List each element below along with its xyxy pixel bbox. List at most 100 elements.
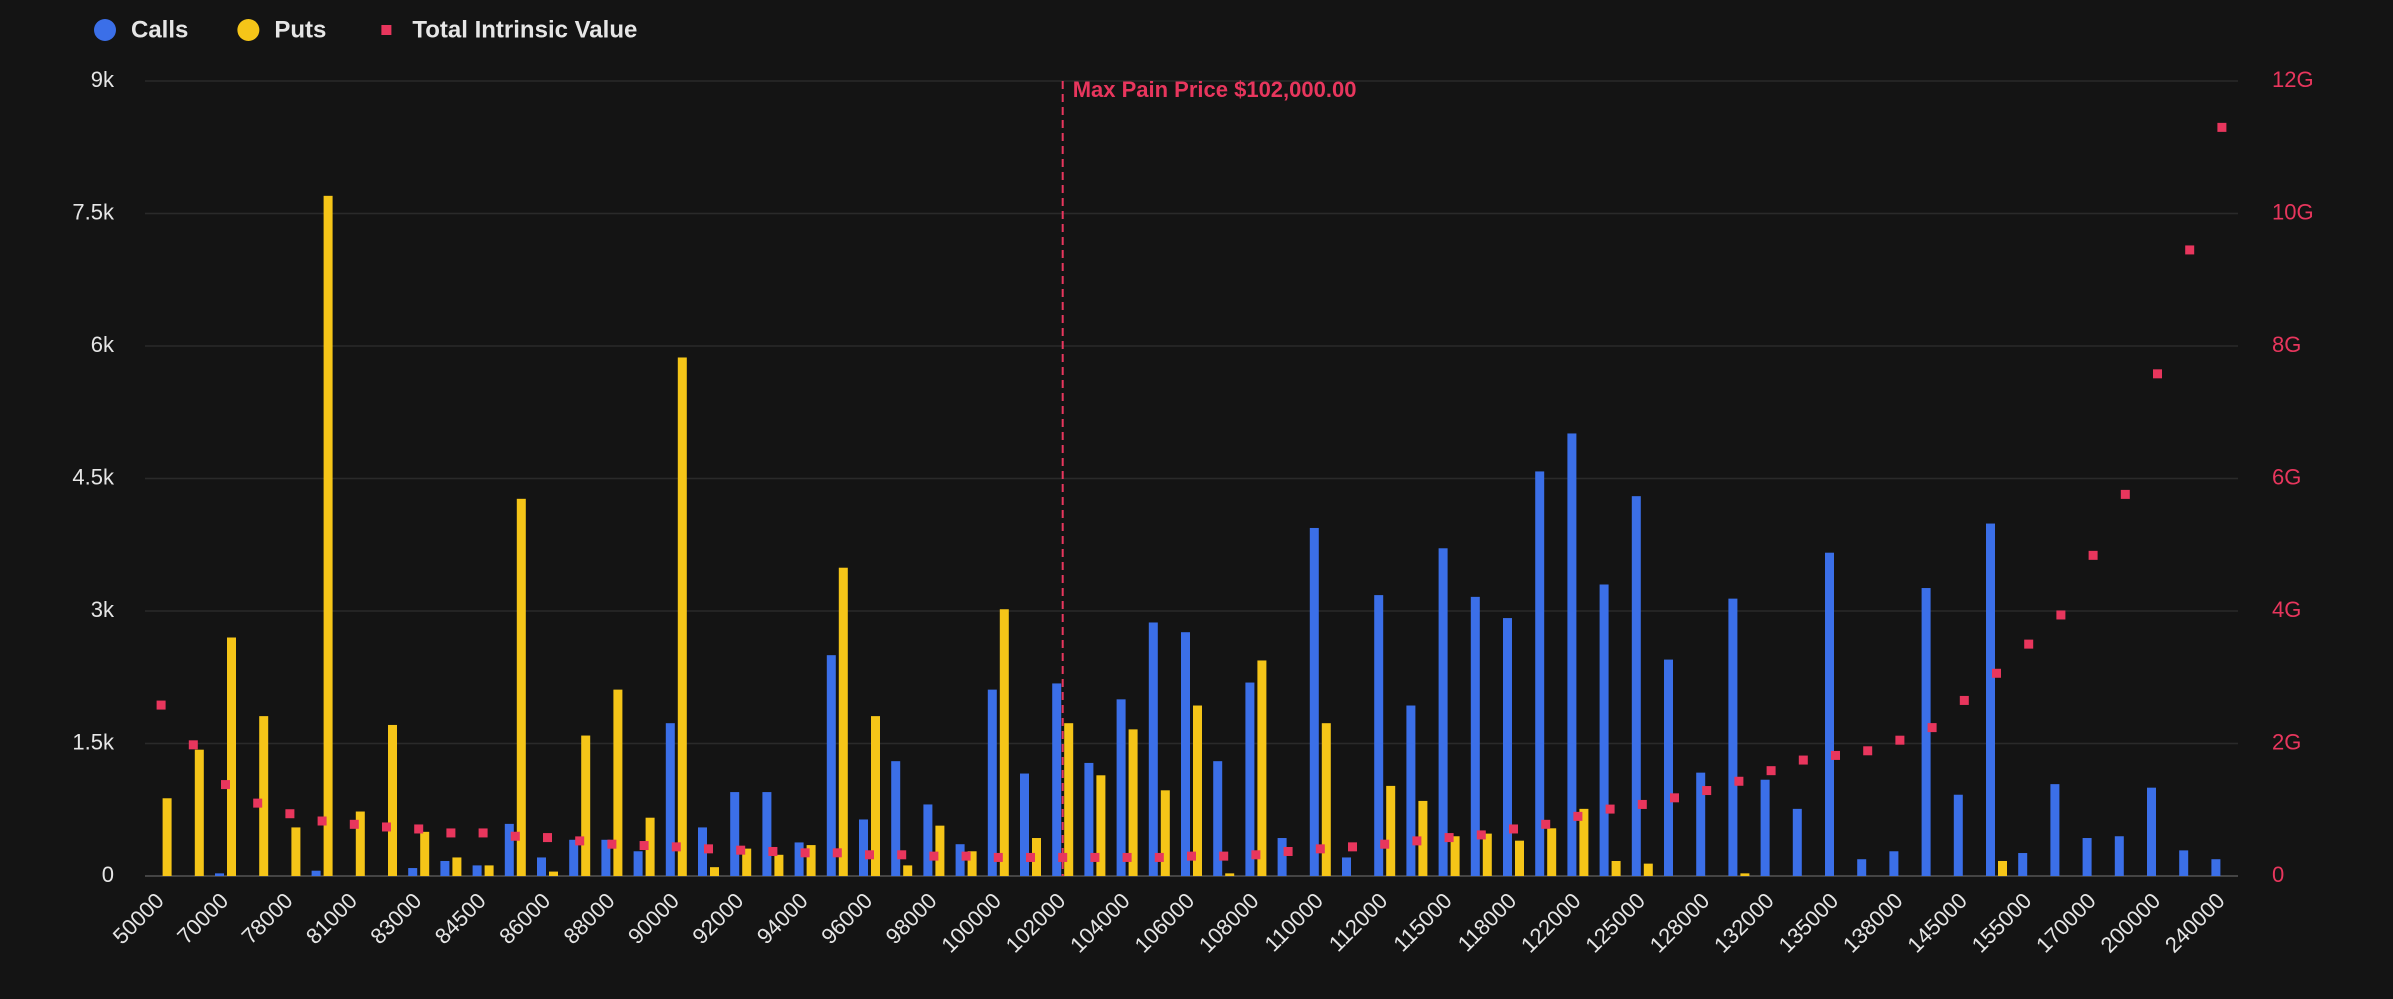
bar (472, 865, 482, 876)
bar (1116, 699, 1126, 876)
bar (194, 749, 204, 876)
bar (1599, 584, 1609, 876)
point (832, 848, 842, 858)
bar (2147, 787, 2156, 876)
bar (806, 845, 816, 876)
bar (311, 870, 321, 876)
y-tick-label: 9k (91, 67, 115, 92)
bar (1309, 527, 1319, 876)
bar (1664, 659, 1673, 876)
point (2056, 610, 2066, 620)
bar (730, 792, 740, 876)
bar (1696, 772, 1706, 876)
point (2120, 489, 2130, 499)
bar (215, 873, 224, 876)
x-tick-label: 125000 (1580, 888, 1650, 958)
x-tick-label: 84500 (430, 888, 491, 949)
bar (537, 857, 546, 876)
bar (742, 848, 752, 876)
point (1670, 793, 1679, 803)
bar (2018, 853, 2028, 876)
bar (1245, 682, 1255, 876)
x-tick-label: 100000 (936, 888, 1006, 958)
bar (1181, 632, 1190, 876)
x-tick-label: 88000 (559, 888, 620, 949)
x-tick-label: 108000 (1194, 888, 1264, 958)
bar (408, 868, 418, 876)
point (349, 819, 359, 829)
bar (1406, 705, 1416, 876)
point (414, 824, 424, 834)
point (800, 848, 810, 858)
bar (2179, 850, 2189, 876)
y-tick-label: 0 (102, 862, 114, 887)
point (1026, 852, 1035, 862)
x-tick-label: 70000 (172, 888, 233, 949)
point (2088, 550, 2098, 560)
point (736, 845, 746, 855)
y-tick-label: 1.5k (72, 729, 115, 754)
point (1412, 836, 1422, 846)
bar (1792, 808, 1802, 876)
legend: Calls Puts Total Intrinsic Value (94, 16, 637, 43)
y2-tick-label: 8G (2272, 332, 2301, 357)
bar (2050, 784, 2060, 876)
bar (1921, 588, 1931, 876)
x-tick-label: 102000 (1001, 888, 1071, 958)
x-tick-label: 118000 (1453, 888, 1521, 956)
x-tick-label: 155000 (1967, 888, 2037, 958)
bar (388, 724, 397, 876)
bar (504, 823, 514, 876)
x-tick-label: 92000 (687, 888, 748, 949)
bar (665, 723, 675, 876)
point (1766, 766, 1776, 776)
bar (484, 865, 494, 876)
bar (1213, 761, 1223, 876)
bar (1643, 863, 1653, 876)
bar (1889, 851, 1899, 876)
bar (569, 839, 579, 876)
bar (1760, 779, 1770, 876)
point (993, 852, 1003, 862)
x-tick-label: 170000 (2031, 888, 2101, 958)
point (1831, 750, 1840, 760)
point (1154, 852, 1164, 862)
bar (1503, 618, 1512, 876)
bar (1547, 828, 1557, 876)
x-tick-label: 128000 (1645, 888, 1715, 958)
bar (1470, 596, 1480, 876)
bar (1740, 873, 1750, 876)
x-tick-label: 115000 (1388, 888, 1456, 956)
point (1219, 851, 1229, 861)
point (2024, 639, 2034, 649)
point (1348, 842, 1357, 852)
y2-tick-label: 10G (2272, 199, 2314, 224)
bar (516, 498, 526, 876)
legend-swatch (381, 25, 392, 35)
point (1315, 844, 1325, 854)
point (1058, 852, 1068, 862)
bar (1418, 800, 1428, 876)
bar (1277, 838, 1287, 876)
point (1637, 799, 1647, 809)
bar (891, 761, 901, 876)
x-tick-label: 106000 (1130, 888, 1200, 958)
bar (227, 637, 236, 876)
point (1927, 723, 1937, 733)
x-tick-label: 81000 (301, 888, 362, 949)
bar (259, 716, 269, 876)
x-tick-label: 112000 (1324, 888, 1392, 956)
bar (1998, 860, 2007, 876)
bar (1160, 790, 1170, 876)
bar (859, 819, 868, 876)
point (2185, 245, 2195, 255)
point (1992, 668, 2001, 678)
legend-swatch (94, 19, 116, 41)
bar (1953, 794, 1963, 876)
point (1380, 839, 1390, 849)
point (607, 839, 617, 849)
bar (871, 716, 880, 876)
bar (1438, 548, 1448, 876)
